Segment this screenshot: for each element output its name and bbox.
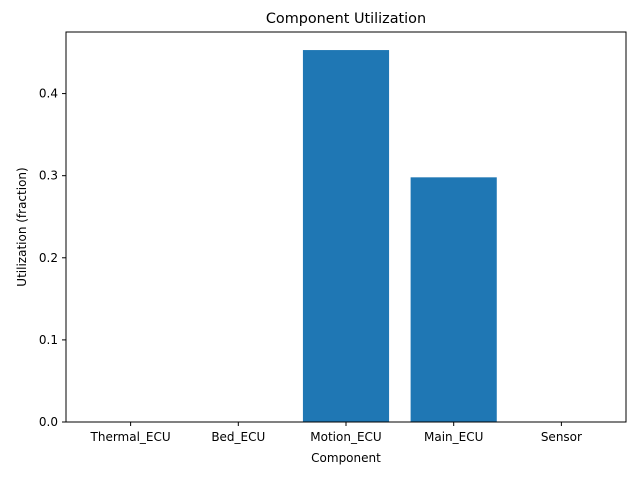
x-axis-label: Component bbox=[311, 451, 381, 465]
x-tick-label: Motion_ECU bbox=[310, 430, 381, 444]
y-tick-label: 0.4 bbox=[39, 87, 58, 101]
chart-title: Component Utilization bbox=[266, 11, 426, 27]
x-tick-label: Main_ECU bbox=[424, 430, 483, 444]
y-ticks-group: 0.0 0.1 0.2 0.3 0.4 bbox=[39, 87, 66, 429]
bars-group bbox=[302, 50, 497, 422]
x-tick-label: Sensor bbox=[541, 430, 582, 444]
y-tick-label: 0.2 bbox=[39, 251, 58, 265]
y-tick-label: 0.1 bbox=[39, 333, 58, 347]
bar-main-ecu bbox=[410, 177, 497, 422]
y-axis-label: Utilization (fraction) bbox=[15, 167, 29, 286]
y-tick-label: 0.0 bbox=[39, 415, 58, 429]
plot-frame bbox=[65, 31, 627, 423]
x-tick-label: Bed_ECU bbox=[211, 430, 265, 444]
x-ticks-group: Thermal_ECU Bed_ECU Motion_ECU Main_ECU Sens… bbox=[90, 422, 582, 444]
bar-motion-ecu bbox=[302, 50, 390, 422]
x-tick-label: Thermal_ECU bbox=[90, 430, 171, 444]
y-tick-label: 0.3 bbox=[39, 169, 58, 183]
